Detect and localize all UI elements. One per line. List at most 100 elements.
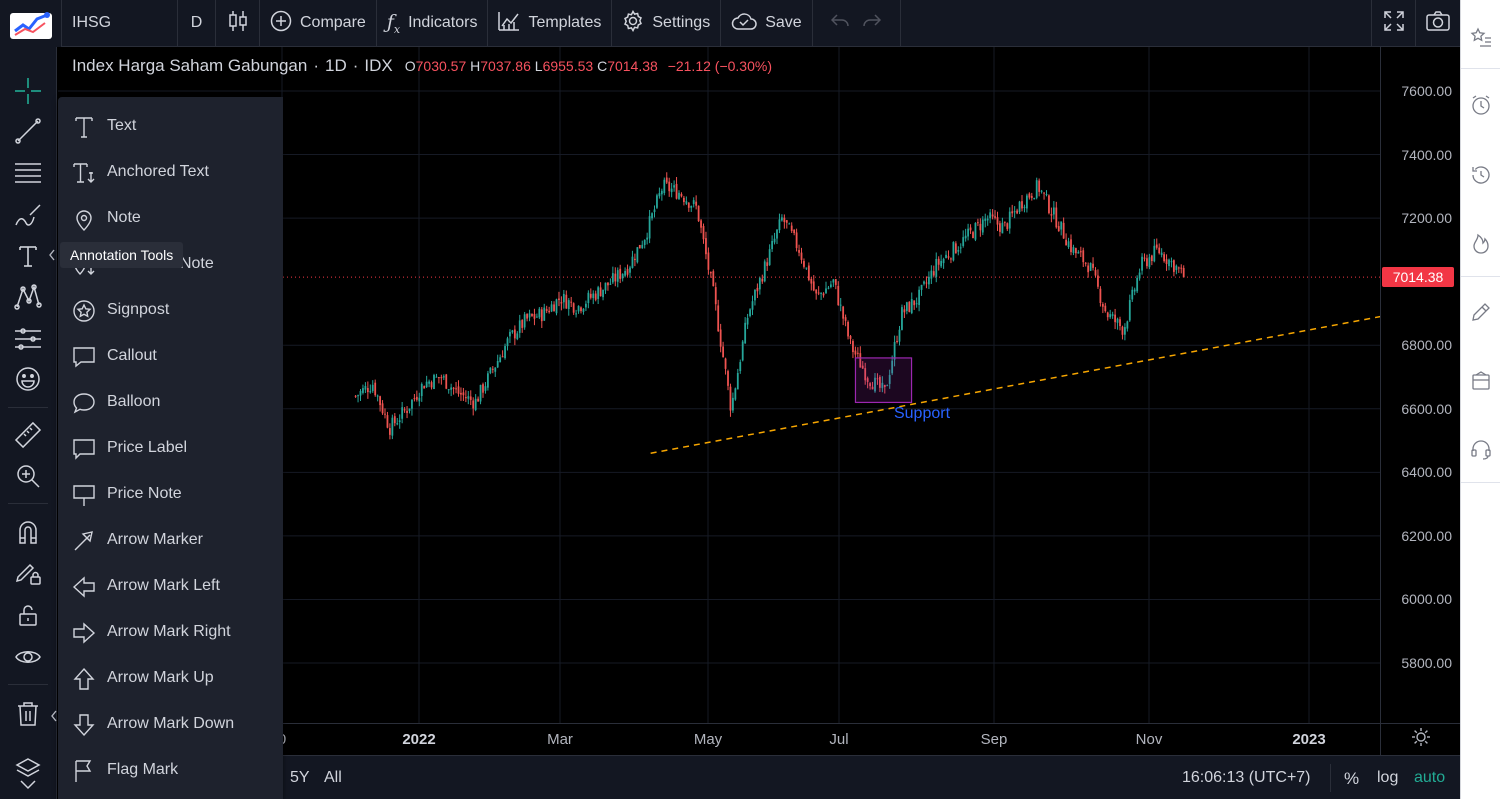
plus-circle-icon: [270, 10, 292, 37]
price-axis[interactable]: 7600.00 7400.00 7200.00 6800.00 6600.00 6400.…: [1380, 47, 1460, 723]
candle-body: [861, 365, 864, 369]
drawing-toolbar: [0, 47, 57, 799]
hotlist-flame-icon[interactable]: [1469, 231, 1493, 255]
brush-icon[interactable]: [12, 199, 44, 231]
snapshot-button[interactable]: [1416, 0, 1460, 46]
menu-item-price-note[interactable]: Price Note: [58, 471, 283, 517]
text-tool-icon[interactable]: [12, 240, 44, 272]
menu-item-price-label[interactable]: Price Label: [58, 425, 283, 471]
candle-body: [489, 367, 492, 374]
price-note-icon: [71, 482, 97, 508]
zoom-in-icon[interactable]: [12, 460, 44, 492]
menu-item-flag-mark[interactable]: Flag Mark: [58, 747, 283, 793]
candle-body: [1131, 289, 1134, 300]
candle-body: [1155, 244, 1158, 248]
menu-item-text[interactable]: Text: [58, 103, 283, 149]
candle-body: [447, 389, 450, 391]
candle-body: [812, 281, 815, 291]
legend-exchange: IDX: [364, 56, 393, 75]
fullscreen-button[interactable]: [1372, 0, 1416, 46]
unlock-icon[interactable]: [12, 599, 44, 631]
pattern-icon[interactable]: [12, 281, 44, 313]
candle-body: [849, 335, 852, 339]
candle-body: [690, 205, 693, 208]
range-5y-button[interactable]: 5Y: [290, 769, 310, 786]
menu-item-arrow-mark-left[interactable]: Arrow Mark Left: [58, 563, 283, 609]
logo-icon[interactable]: [0, 0, 62, 47]
emoji-icon[interactable]: [12, 363, 44, 395]
templates-button[interactable]: Templates: [488, 0, 613, 46]
candle-body: [945, 254, 947, 258]
axis-settings-button[interactable]: [1380, 723, 1460, 755]
trend-line-icon[interactable]: [12, 115, 44, 147]
fullscreen-icon: [1383, 10, 1404, 36]
prediction-icon[interactable]: [12, 323, 44, 355]
candle-body: [717, 305, 720, 332]
trash-icon[interactable]: [12, 698, 44, 730]
menu-item-signpost[interactable]: Signpost: [58, 287, 283, 333]
compare-button[interactable]: Compare: [260, 0, 377, 46]
candle-body: [423, 386, 426, 389]
history-icon[interactable]: [1469, 163, 1493, 187]
indicators-button[interactable]: ƒx Indicators: [377, 0, 489, 46]
candle-body: [1119, 319, 1121, 327]
price-tick-label: 6800.00: [1401, 337, 1452, 354]
auto-scale-button[interactable]: auto: [1414, 769, 1446, 786]
support-headset-icon[interactable]: [1469, 437, 1493, 461]
chart-type-button[interactable]: [216, 0, 260, 46]
legend-name: Index Harga Saham Gabungan: [72, 56, 308, 75]
candle-body: [462, 392, 465, 396]
drawings: Support: [650, 315, 1380, 455]
range-all-button[interactable]: All: [324, 769, 342, 786]
pencil-icon[interactable]: [1469, 300, 1493, 324]
candle-body: [700, 220, 702, 228]
legend-interval: 1D: [325, 56, 347, 75]
menu-item-arrow-mark-right[interactable]: Arrow Mark Right: [58, 609, 283, 655]
undo-icon[interactable]: [831, 13, 849, 33]
collapse-chevron-icon[interactable]: [48, 704, 60, 728]
candle-body: [874, 377, 876, 392]
menu-item-anchored-text[interactable]: Anchored Text: [58, 149, 283, 195]
menu-item-note[interactable]: Note: [58, 195, 283, 241]
candle-body: [788, 223, 791, 225]
ruler-icon[interactable]: [12, 419, 44, 451]
eye-icon[interactable]: [12, 641, 44, 673]
redo-icon[interactable]: [863, 13, 882, 33]
alarm-clock-icon[interactable]: [1469, 93, 1493, 117]
candle-body: [428, 381, 431, 384]
layers-icon[interactable]: [12, 753, 44, 785]
candle-body: [942, 258, 945, 264]
percent-scale-button[interactable]: %: [1344, 769, 1360, 788]
watchlist-icon[interactable]: [1469, 25, 1493, 49]
chevron-left-icon[interactable]: [45, 244, 59, 266]
fib-retracement-icon[interactable]: [12, 157, 44, 189]
settings-button[interactable]: Settings: [612, 0, 722, 46]
clock-timezone-button[interactable]: 16:06:13 (UTC+7): [1182, 769, 1311, 786]
log-scale-button[interactable]: log: [1377, 769, 1399, 786]
candle-body: [1001, 222, 1004, 234]
menu-item-balloon[interactable]: Balloon: [58, 379, 283, 425]
crosshair-icon[interactable]: [12, 75, 44, 107]
candle-body: [611, 273, 614, 283]
candle-body: [511, 330, 514, 333]
candle-body: [582, 308, 585, 312]
candle-body: [847, 321, 849, 337]
chevron-down-icon[interactable]: [12, 772, 44, 796]
lock-drawing-icon[interactable]: [12, 557, 44, 589]
time-tick-label: 2023: [1292, 731, 1326, 748]
menu-item-callout[interactable]: Callout: [58, 333, 283, 379]
candle-body: [1094, 270, 1097, 276]
candle-body: [457, 386, 460, 394]
candle-body: [962, 237, 965, 246]
undo-redo-group: [813, 0, 901, 46]
menu-item-arrow-mark-up[interactable]: Arrow Mark Up: [58, 655, 283, 701]
magnet-icon[interactable]: [12, 516, 44, 548]
interval-button[interactable]: D: [178, 0, 216, 46]
symbol-search-button[interactable]: IHSG: [62, 0, 178, 46]
menu-item-arrow-mark-down[interactable]: Arrow Mark Down: [58, 701, 283, 747]
candle-body: [972, 232, 974, 239]
save-button[interactable]: Save: [721, 0, 813, 46]
calendar-icon[interactable]: [1469, 369, 1493, 393]
menu-item-arrow-marker[interactable]: Arrow Marker: [58, 517, 283, 563]
